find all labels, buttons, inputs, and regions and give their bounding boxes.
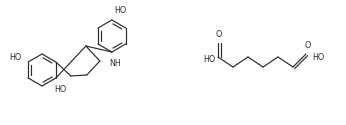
Text: NH: NH (109, 58, 121, 68)
Text: HO: HO (312, 54, 324, 62)
Text: O: O (216, 30, 222, 39)
Text: HO: HO (203, 54, 215, 64)
Text: HO: HO (55, 85, 67, 94)
Text: O: O (305, 41, 311, 50)
Text: HO: HO (9, 54, 21, 62)
Text: HO: HO (114, 6, 126, 15)
